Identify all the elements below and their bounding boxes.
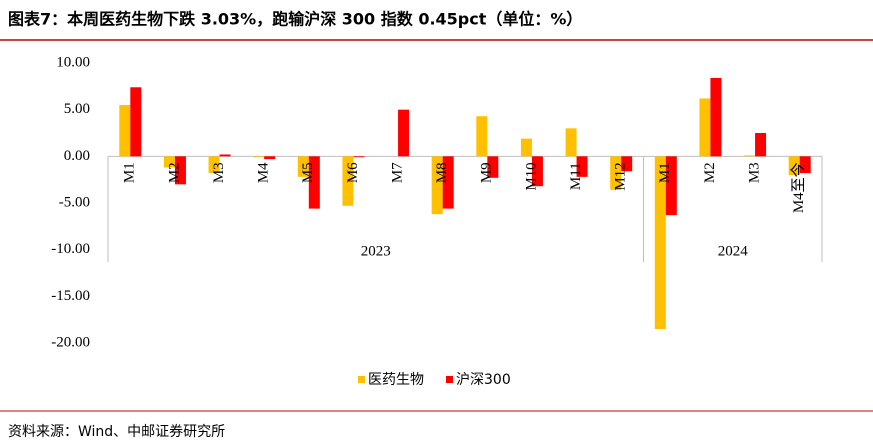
bar bbox=[297, 156, 309, 177]
x-tick-label: M8 bbox=[434, 162, 450, 183]
x-tick-label: M12 bbox=[613, 162, 629, 190]
x-tick-label: M10 bbox=[523, 162, 539, 190]
bar bbox=[130, 87, 142, 157]
legend-swatch bbox=[446, 376, 453, 383]
y-tick-label: -15.00 bbox=[51, 288, 90, 304]
bar bbox=[699, 98, 711, 157]
x-tick-label: M1 bbox=[657, 162, 673, 183]
x-tick-label: M2 bbox=[702, 162, 718, 183]
bar bbox=[799, 156, 811, 174]
y-tick-label: 5.00 bbox=[64, 101, 90, 117]
legend-label: 医药生物 bbox=[368, 372, 424, 388]
x-tick-label: M4至今 bbox=[790, 162, 807, 213]
bar bbox=[174, 156, 186, 185]
bar bbox=[208, 156, 220, 174]
bar bbox=[621, 156, 633, 172]
x-tick-label: M3 bbox=[211, 162, 227, 183]
bar bbox=[744, 155, 756, 157]
bar bbox=[308, 156, 320, 209]
x-tick-label: M3 bbox=[747, 162, 763, 183]
bar bbox=[219, 154, 231, 157]
bar bbox=[353, 156, 365, 158]
bar bbox=[665, 156, 677, 216]
group-label: 2023 bbox=[361, 243, 391, 259]
bar bbox=[610, 156, 622, 190]
bar bbox=[476, 116, 488, 157]
group-label: 2024 bbox=[718, 243, 749, 259]
bar bbox=[654, 156, 666, 329]
bar bbox=[253, 156, 265, 158]
bar bbox=[163, 156, 175, 168]
x-tick-label: M1 bbox=[122, 162, 138, 183]
bar bbox=[788, 156, 800, 175]
bar bbox=[520, 138, 532, 157]
x-tick-label: M11 bbox=[568, 162, 584, 190]
bar bbox=[342, 156, 354, 206]
bar bbox=[442, 156, 454, 209]
bar bbox=[710, 77, 722, 157]
y-tick-label: 0.00 bbox=[64, 148, 90, 164]
y-tick-label: 10.00 bbox=[56, 54, 90, 70]
x-tick-label: M2 bbox=[166, 162, 182, 183]
bar bbox=[576, 156, 588, 177]
chart-title: 图表7：本周医药生物下跌 3.03%，跑输沪深 300 指数 0.45pct（单… bbox=[8, 10, 582, 29]
bar bbox=[565, 128, 577, 157]
bar bbox=[755, 133, 767, 157]
bar bbox=[398, 109, 410, 157]
bar bbox=[531, 156, 543, 187]
x-tick-label: M6 bbox=[345, 162, 361, 183]
legend-label: 沪深300 bbox=[456, 372, 511, 388]
bar bbox=[119, 105, 131, 157]
y-tick-label: -10.00 bbox=[51, 241, 90, 257]
bar bbox=[264, 156, 276, 160]
x-tick-label: M5 bbox=[300, 162, 316, 183]
bar bbox=[487, 156, 499, 178]
y-tick-label: -5.00 bbox=[59, 194, 90, 210]
legend-swatch bbox=[358, 376, 365, 383]
x-tick-label: M7 bbox=[390, 162, 406, 183]
y-tick-label: -20.00 bbox=[51, 334, 90, 350]
source: 资料来源：Wind、中邮证券研究所 bbox=[8, 424, 225, 440]
bar bbox=[431, 156, 443, 215]
x-tick-label: M9 bbox=[479, 162, 495, 183]
x-tick-label: M4 bbox=[256, 162, 272, 183]
